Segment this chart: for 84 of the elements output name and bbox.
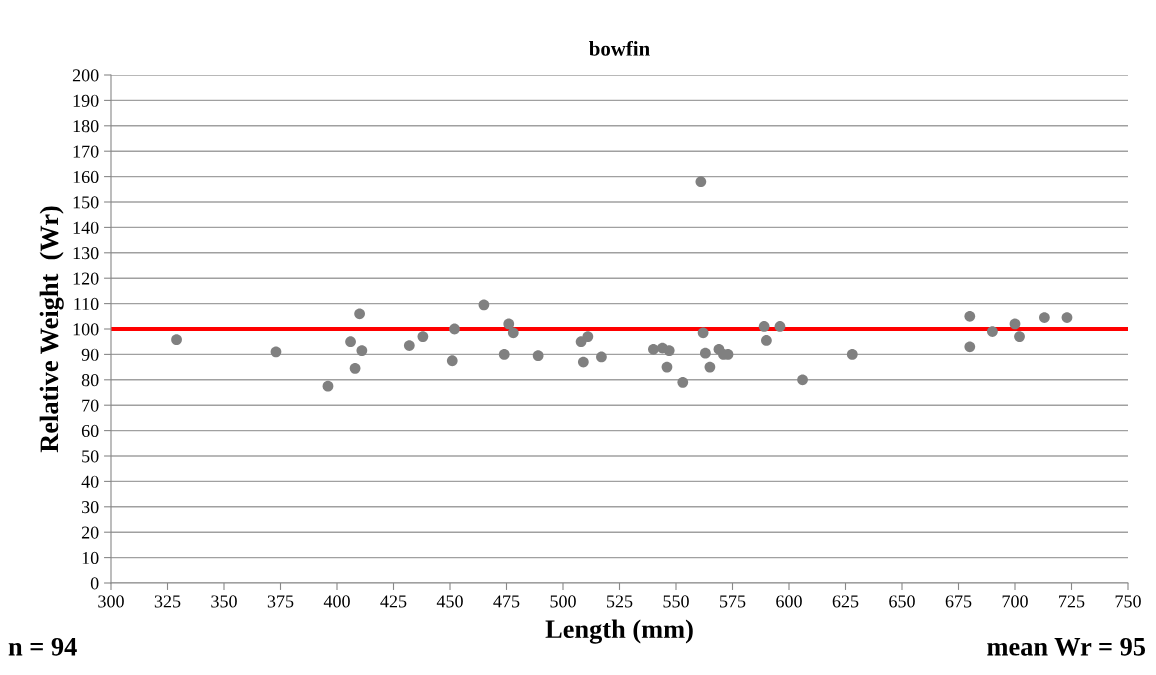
point: [648, 343, 659, 355]
y-tick-label: 200: [72, 69, 99, 82]
point: [704, 361, 716, 373]
y-tick-label: 90: [81, 348, 99, 361]
point: [503, 318, 515, 330]
y-tick-label: 0: [90, 577, 99, 590]
point: [478, 299, 490, 311]
point: [1039, 312, 1050, 323]
x-tick-label: 650: [889, 595, 915, 608]
x-tick-label: 500: [550, 595, 576, 608]
chart-title: bowfin: [589, 40, 650, 56]
x-tick-label: 325: [154, 595, 181, 608]
x-tick-label: 550: [663, 595, 689, 608]
y-tick-label: 110: [74, 297, 99, 311]
y-tick-label: 160: [73, 170, 99, 184]
point: [417, 331, 429, 342]
point: [697, 327, 709, 339]
y-tick-label: 140: [73, 221, 99, 234]
point: [700, 347, 711, 359]
y-tick-label: 130: [73, 247, 99, 260]
y-axis-title: Relative Weight (Wr): [39, 206, 64, 453]
point: [1014, 331, 1025, 342]
point: [987, 326, 998, 337]
point: [1061, 312, 1073, 323]
point: [449, 323, 460, 335]
point: [758, 321, 770, 332]
y-tick-label: 60: [81, 424, 99, 438]
y-tick-label: 170: [73, 145, 99, 158]
point: [663, 345, 675, 356]
y-tick-label: 70: [82, 399, 99, 412]
point: [964, 341, 976, 353]
point: [1009, 318, 1021, 330]
x-tick-label: 600: [776, 595, 802, 608]
x-tick-label: 700: [1002, 595, 1028, 608]
point: [661, 361, 673, 373]
point: [446, 355, 458, 367]
y-tick-label: 30: [82, 501, 99, 514]
x-tick-label: 525: [607, 595, 633, 608]
y-tick-label: 80: [81, 374, 99, 387]
point: [403, 340, 415, 351]
point: [322, 380, 334, 392]
point: [797, 374, 808, 386]
point: [356, 345, 368, 356]
point: [761, 335, 772, 346]
x-tick-label: 575: [720, 595, 746, 608]
point: [270, 346, 282, 358]
x-tick-label: 675: [945, 595, 972, 608]
point: [577, 356, 589, 368]
x-tick-label: 375: [267, 595, 294, 608]
x-tick-label: 350: [211, 595, 237, 608]
point: [582, 331, 594, 342]
y-tick-label: 10: [82, 551, 99, 565]
x-tick-label: 450: [436, 595, 463, 608]
y-tick-label: 190: [73, 94, 99, 107]
point: [677, 376, 689, 388]
x-tick-label: 425: [380, 595, 407, 608]
x-tick-label: 400: [323, 595, 350, 608]
point: [774, 321, 786, 332]
point: [354, 308, 365, 320]
x-tick-label: 750: [1115, 595, 1141, 608]
x-axis-title: Length (mm): [545, 619, 693, 644]
point: [498, 349, 510, 360]
point: [596, 351, 607, 363]
y-tick-label: 40: [81, 475, 99, 488]
x-tick-label: 725: [1059, 595, 1085, 608]
text: mean Wr = 95: [987, 637, 1146, 656]
point: [964, 310, 976, 322]
x-tick-label: 475: [493, 595, 520, 608]
y-tick-label: 100: [73, 323, 99, 336]
x-tick-label: 300: [98, 595, 124, 608]
y-tick-label: 150: [73, 196, 99, 209]
point: [507, 327, 519, 339]
point: [532, 350, 544, 362]
point: [345, 336, 356, 348]
y-tick-label: 180: [73, 120, 99, 133]
point: [846, 349, 858, 360]
text: n = 94: [8, 637, 77, 656]
y-tick-label: 50: [82, 450, 99, 463]
y-tick-label: 120: [73, 272, 99, 285]
y-tick-label: 20: [81, 526, 99, 539]
x-tick-label: 625: [832, 595, 859, 608]
point: [171, 334, 182, 346]
point: [349, 362, 361, 374]
point: [695, 176, 707, 188]
